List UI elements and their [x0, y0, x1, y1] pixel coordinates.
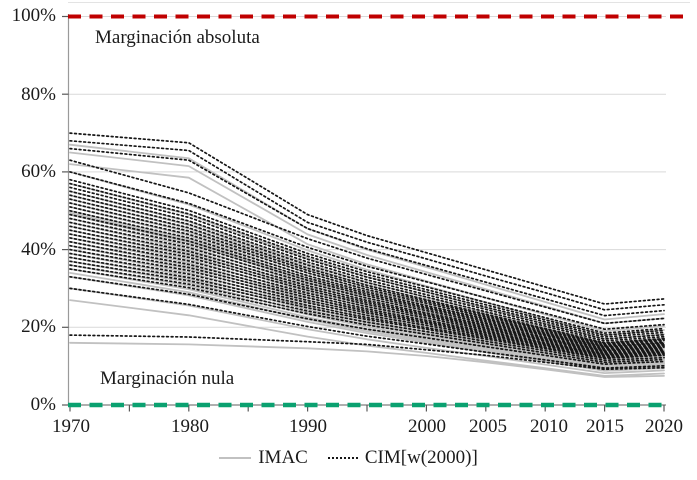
cim-series-line [69, 209, 665, 347]
cim-series-line [69, 190, 665, 340]
cim-series-line [69, 186, 665, 338]
x-axis-tick-label: 2000 [408, 416, 446, 437]
cim-dotted-line-sample [327, 457, 358, 459]
cim-series-line [69, 256, 665, 359]
y-axis-tick-label: 40% [21, 239, 56, 260]
y-axis-tick-label: 60% [21, 161, 56, 182]
cim-series-line [69, 287, 665, 369]
cim-series-line [69, 252, 665, 358]
cim-series-line [69, 237, 665, 354]
y-axis-tick-label: 20% [21, 316, 56, 337]
cim-series-line [69, 194, 665, 342]
cim-series-line [69, 206, 665, 346]
cim-series-line [69, 268, 665, 364]
imac-series-line [69, 260, 665, 368]
annotation-marginacion-nula: Marginación nula [100, 368, 235, 389]
cim-series-line [69, 233, 665, 353]
cim-series-line [69, 264, 665, 362]
y-axis-tick-label: 80% [21, 84, 56, 105]
cim-series-line [69, 159, 665, 325]
y-axis-tick-label: 0% [30, 394, 56, 415]
cim-series-line [69, 139, 665, 311]
x-axis-tick-label: 2015 [586, 416, 624, 437]
cim-series-line [69, 182, 665, 336]
imac-solid-line-sample [219, 457, 252, 459]
cim-series-line [69, 334, 665, 371]
legend-item-imac: IMAC [219, 447, 308, 469]
cim-series-line [69, 221, 665, 350]
cim-series-line [69, 202, 665, 345]
imac-series-line [69, 209, 665, 354]
cim-series-line [69, 244, 665, 356]
imac-series-line [69, 299, 665, 377]
x-axis-tick-label: 2010 [530, 416, 568, 437]
cim-series-line [69, 147, 665, 317]
x-axis-tick-label: 2005 [469, 416, 507, 437]
cim-series-line [69, 240, 665, 355]
annotation-marginacion-absoluta: Marginación absoluta [95, 27, 260, 48]
imac-series-line [69, 287, 665, 375]
cim-series-line [69, 217, 665, 349]
legend-label-imac: IMAC [258, 447, 308, 468]
cim-series-line [69, 213, 665, 348]
x-axis-tick-label: 1990 [289, 416, 327, 437]
cim-series-line [69, 171, 665, 331]
cim-series-line [69, 132, 665, 305]
cim-series-line [69, 225, 665, 351]
y-axis-tick-label: 100% [11, 5, 56, 26]
legend: IMAC CIM[w(2000)] [0, 447, 697, 469]
legend-item-cim: CIM[w(2000)] [327, 447, 478, 469]
legend-label-cim: CIM[w(2000)] [364, 447, 478, 468]
imac-series-line [69, 143, 665, 321]
x-axis-tick-label: 1980 [171, 416, 209, 437]
imac-series-line [69, 341, 665, 378]
x-axis-tick-label: 1970 [52, 416, 90, 437]
cim-series-line [69, 275, 665, 366]
cim-series-line [69, 198, 665, 344]
cim-series-line [69, 248, 665, 357]
cim-series-line [69, 260, 665, 360]
cim-series-line [69, 229, 665, 352]
cim-series-line [69, 178, 665, 334]
x-axis-tick-label: 2020 [645, 416, 683, 437]
